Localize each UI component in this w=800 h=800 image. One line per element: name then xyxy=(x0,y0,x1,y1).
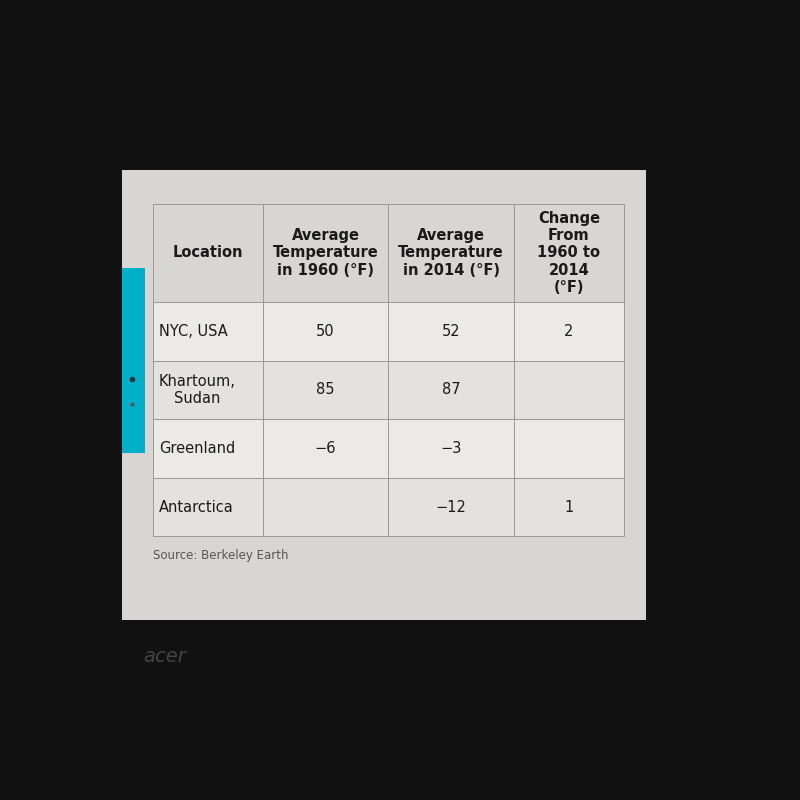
Text: −3: −3 xyxy=(440,441,462,456)
Bar xyxy=(122,269,146,454)
Text: Antarctica: Antarctica xyxy=(159,500,234,514)
Text: acer: acer xyxy=(143,647,186,666)
Text: Khartoum,
Sudan: Khartoum, Sudan xyxy=(159,374,236,406)
Bar xyxy=(514,478,624,537)
Bar xyxy=(388,361,514,419)
Bar xyxy=(153,204,263,302)
Text: −12: −12 xyxy=(436,500,466,514)
Text: −6: −6 xyxy=(315,441,336,456)
Bar xyxy=(388,302,514,361)
Bar xyxy=(263,478,388,537)
Text: Average
Temperature
in 2014 (°F): Average Temperature in 2014 (°F) xyxy=(398,228,504,278)
Text: 50: 50 xyxy=(316,324,335,338)
Bar xyxy=(514,302,624,361)
Bar xyxy=(388,419,514,478)
Text: Location: Location xyxy=(173,246,243,260)
Bar xyxy=(153,302,263,361)
Bar xyxy=(388,204,514,302)
Bar xyxy=(514,419,624,478)
Text: Source: Berkeley Earth: Source: Berkeley Earth xyxy=(153,549,288,562)
Text: 87: 87 xyxy=(442,382,460,398)
Text: Change
From
1960 to
2014
(°F): Change From 1960 to 2014 (°F) xyxy=(538,210,600,295)
Bar xyxy=(263,204,388,302)
Text: 1: 1 xyxy=(564,500,574,514)
Text: Average
Temperature
in 1960 (°F): Average Temperature in 1960 (°F) xyxy=(273,228,378,278)
Bar xyxy=(514,361,624,419)
Text: 52: 52 xyxy=(442,324,460,338)
Text: 85: 85 xyxy=(316,382,335,398)
Text: 2: 2 xyxy=(564,324,574,338)
Bar xyxy=(263,302,388,361)
Bar xyxy=(122,170,646,619)
Bar xyxy=(263,419,388,478)
Bar xyxy=(514,204,624,302)
Bar xyxy=(153,419,263,478)
Text: Greenland: Greenland xyxy=(159,441,235,456)
Bar xyxy=(388,478,514,537)
Bar xyxy=(263,361,388,419)
Text: NYC, USA: NYC, USA xyxy=(159,324,228,338)
Bar xyxy=(153,478,263,537)
Bar xyxy=(153,361,263,419)
Bar xyxy=(100,619,720,712)
